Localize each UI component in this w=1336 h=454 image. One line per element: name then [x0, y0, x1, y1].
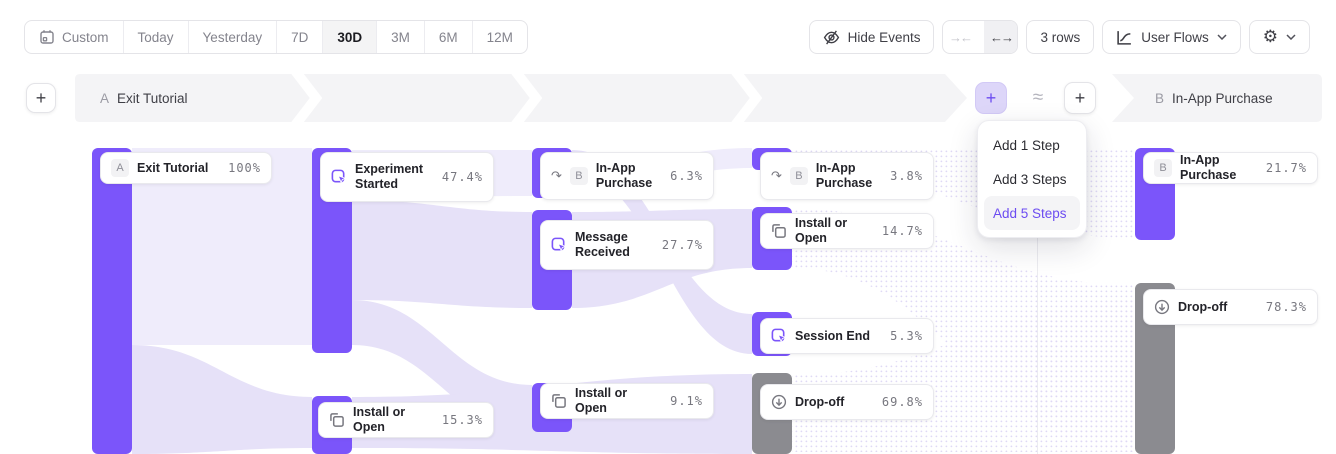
autotrack-icon [771, 328, 787, 344]
collapse-expand-control: →← ←→ [942, 20, 1019, 54]
node-card-message-received[interactable]: Message Received 27.7% [540, 220, 714, 270]
date-range-today[interactable]: Today [124, 21, 189, 53]
eye-off-icon [823, 30, 839, 44]
dropoff-icon [1154, 299, 1170, 315]
node-card-experiment-started[interactable]: Experiment Started 47.4% [320, 152, 494, 202]
approx-connector: ≈ [1022, 74, 1054, 122]
node-value: 100% [228, 161, 261, 175]
node-label: Session End [795, 328, 871, 343]
node-card-drop-off-78[interactable]: Drop-off 78.3% [1143, 289, 1318, 325]
node-card-install-or-open-9[interactable]: Install or Open 9.1% [540, 383, 714, 419]
date-range-7d[interactable]: 7D [277, 21, 324, 53]
node-card-session-end[interactable]: Session End 5.3% [760, 318, 934, 354]
node-value: 5.3% [890, 329, 923, 343]
node-card-install-or-open-15[interactable]: Install or Open 15.3% [318, 402, 494, 438]
add-column-left-button[interactable]: + [26, 83, 56, 113]
node-label: Exit Tutorial [137, 160, 209, 175]
add-flow-b-step-button[interactable]: + [1064, 82, 1096, 114]
flow-a-title: Exit Tutorial [117, 90, 188, 106]
chevron-down-icon [1286, 34, 1296, 40]
step-b-badge: B [1154, 159, 1172, 177]
node-label: Message Received [575, 230, 630, 259]
top-toolbar: Custom Today Yesterday 7D 30D 3M 6M 12M … [0, 0, 1336, 64]
node-label: Install or Open [795, 216, 848, 245]
date-range-control: Custom Today Yesterday 7D 30D 3M 6M 12M [24, 20, 528, 54]
user-flows-icon [1117, 30, 1132, 45]
share-arrow-icon: ↷ [551, 168, 562, 184]
menu-item-add-3-steps[interactable]: Add 3 Steps [993, 171, 1067, 187]
node-value: 27.7% [661, 238, 703, 252]
windows-icon [551, 393, 567, 409]
node-label: In-App Purchase [595, 161, 653, 190]
add-step-button[interactable]: + [975, 82, 1007, 114]
date-range-custom[interactable]: Custom [25, 21, 124, 53]
node-value: 14.7% [881, 224, 923, 238]
approx-icon: ≈ [1032, 87, 1044, 108]
collapse-arrows-icon: →← [948, 29, 973, 45]
node-value: 3.8% [890, 169, 923, 183]
menu-item-add-1-step[interactable]: Add 1 Step [993, 137, 1060, 153]
node-value: 69.8% [881, 395, 923, 409]
step-b-badge: B [789, 167, 808, 185]
chevron-down-icon [1217, 34, 1227, 40]
node-label: In-App Purchase [1180, 153, 1237, 182]
windows-icon [771, 223, 787, 239]
node-value: 21.7% [1265, 161, 1307, 175]
date-range-30d[interactable]: 30D [323, 21, 378, 53]
menu-item-add-5-steps[interactable]: Add 5 Steps [984, 196, 1080, 230]
windows-icon [329, 412, 345, 428]
node-card-exit-tutorial[interactable]: A Exit Tutorial 100% [100, 152, 272, 184]
node-card-drop-off-69[interactable]: Drop-off 69.8% [760, 384, 934, 420]
node-label: Drop-off [1178, 299, 1228, 314]
node-label: Install or Open [353, 405, 406, 434]
dropoff-icon [771, 394, 787, 410]
node-label: Install or Open [575, 386, 628, 415]
autotrack-icon [331, 169, 347, 185]
node-bar-exit-tutorial[interactable] [92, 148, 132, 454]
add-steps-menu: Add 1 Step Add 3 Steps Add 5 Steps [977, 120, 1087, 238]
rows-button[interactable]: 3 rows [1026, 20, 1095, 54]
flow-a-badge: A [100, 90, 110, 106]
date-range-label: Custom [62, 29, 109, 45]
node-value: 47.4% [441, 170, 483, 184]
settings-button[interactable]: ⚙ [1248, 20, 1310, 54]
flow-b-header[interactable]: B In-App Purchase [1155, 74, 1273, 122]
date-range-12m[interactable]: 12M [486, 29, 513, 45]
node-value: 6.3% [670, 169, 703, 183]
node-label: Drop-off [795, 394, 845, 409]
flow-a-header[interactable]: A Exit Tutorial [100, 74, 188, 122]
flow-b-title: In-App Purchase [1172, 90, 1273, 106]
gear-icon: ⚙ [1262, 26, 1278, 47]
node-label: Experiment Started [355, 162, 424, 191]
calendar-icon [40, 30, 54, 44]
collapse-columns-button[interactable]: →← [943, 21, 976, 53]
flow-b-badge: B [1155, 90, 1165, 106]
node-value: 78.3% [1265, 300, 1307, 314]
step-a-badge: A [111, 159, 129, 177]
view-selector-button[interactable]: User Flows [1102, 20, 1241, 54]
date-range-3m[interactable]: 3M [377, 21, 425, 53]
expand-arrows-icon: ←→ [989, 29, 1014, 45]
node-label: In-App Purchase [815, 161, 873, 190]
step-b-badge: B [569, 167, 588, 185]
node-card-install-or-open-14[interactable]: Install or Open 14.7% [760, 213, 934, 249]
node-card-in-app-purchase-21[interactable]: B In-App Purchase 21.7% [1143, 152, 1318, 184]
node-value: 9.1% [670, 394, 703, 408]
date-range-yesterday[interactable]: Yesterday [189, 21, 278, 53]
node-card-in-app-purchase-3[interactable]: ↷ B In-App Purchase 3.8% [760, 152, 934, 200]
autotrack-icon [551, 237, 567, 253]
node-value: 15.3% [441, 413, 483, 427]
share-arrow-icon: ↷ [771, 168, 782, 184]
expand-columns-button[interactable]: ←→ [984, 21, 1018, 53]
date-range-6m[interactable]: 6M [425, 21, 473, 53]
node-card-in-app-purchase-6[interactable]: ↷ B In-App Purchase 6.3% [540, 152, 714, 200]
hide-events-button[interactable]: Hide Events [808, 20, 935, 54]
